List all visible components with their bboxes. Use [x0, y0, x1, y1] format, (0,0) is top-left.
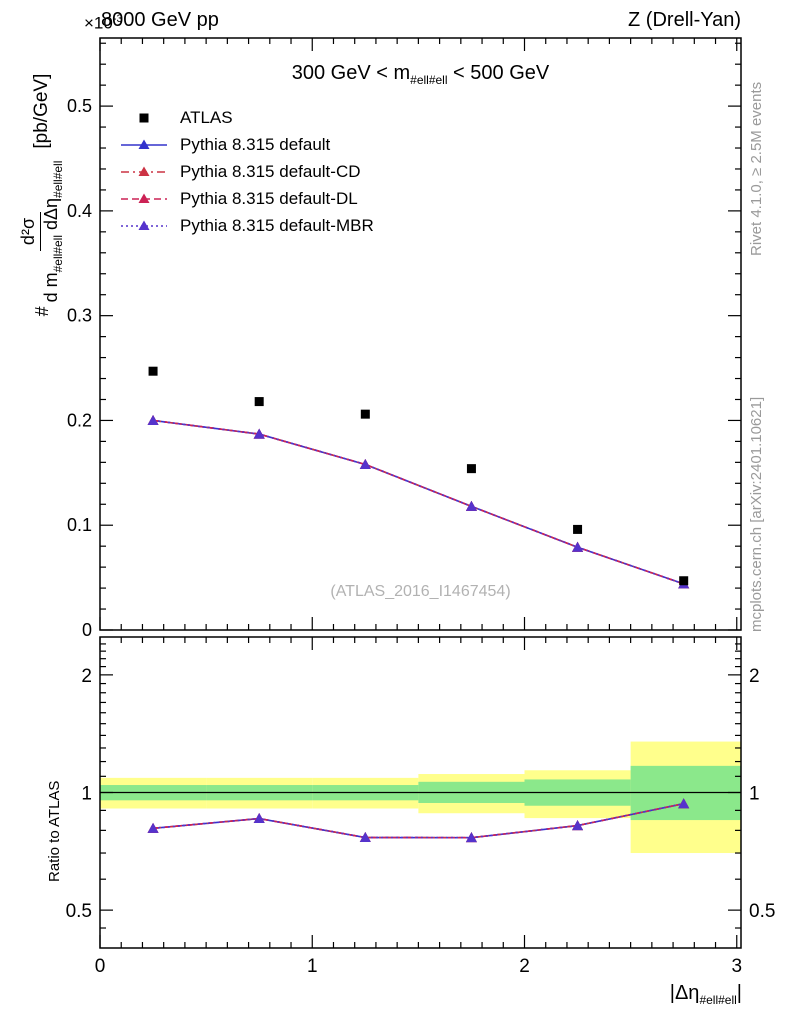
legend-item-default: Pythia 8.315 default — [118, 131, 374, 158]
legend-label: Pythia 8.315 default-DL — [180, 188, 358, 208]
legend-label: Pythia 8.315 default — [180, 134, 331, 154]
ratio-ytick-label-right: 1 — [749, 784, 760, 805]
main-series — [147, 414, 690, 589]
ratio-uncertainty-bands — [100, 741, 741, 854]
panel-title-post: < 500 GeV — [447, 62, 550, 84]
main-ytick-label: 0 — [82, 620, 92, 640]
mcplots-arxiv-label: mcplots.cern.ch [arXiv:2401.10621] — [748, 396, 765, 632]
legend-item-default-dl: Pythia 8.315 default-DL — [118, 185, 374, 212]
legend-item-default-cd: Pythia 8.315 default-CD — [118, 158, 374, 185]
ratio-ytick-label-right: 0.5 — [749, 901, 775, 922]
purple-dotted-triangle-marker-icon — [118, 218, 170, 234]
y-axis-label: # d²σ d m#ell#ell dΔη#ell#ell [pb/GeV] — [12, 25, 72, 365]
main-ytick-label: 0.5 — [67, 96, 92, 116]
y-axis-numerator: d²σ — [18, 211, 41, 252]
main-frame — [99, 37, 742, 631]
main-ytick-label: 0.3 — [67, 306, 92, 326]
legend-label: Pythia 8.315 default-MBR — [180, 215, 374, 235]
xtick-label: 0 — [95, 956, 106, 977]
ratio-ytick-label-left: 0.5 — [66, 901, 92, 922]
xtick-label: 3 — [731, 956, 742, 977]
process-title: Z (Drell-Yan) — [628, 9, 741, 31]
ratio-ytick-label-left: 2 — [81, 666, 92, 687]
legend-item-atlas: ATLAS — [118, 104, 374, 131]
main-ytick-label: 0.2 — [67, 410, 92, 430]
rivet-version-label: Rivet 4.1.0, ≥ 2.5M events — [748, 81, 765, 256]
y-axis-units: [pb/GeV] — [31, 73, 52, 149]
atlas-square-marker-icon — [118, 110, 170, 126]
atlas-data-points — [148, 366, 689, 586]
red-dashed-triangle-marker-icon — [118, 191, 170, 207]
legend-label: Pythia 8.315 default-CD — [180, 161, 361, 181]
beam-energy-label: 8000 GeV pp — [101, 9, 219, 31]
xtick-label: 2 — [519, 956, 530, 977]
main-ytick-label: 0.4 — [67, 201, 92, 221]
ratio-series — [147, 798, 690, 843]
main-ytick-label: 0.1 — [67, 515, 92, 535]
ratio-ytick-label-left: 1 — [81, 784, 92, 805]
red-dashdot-triangle-marker-icon — [118, 164, 170, 180]
axis-multiplier: ×10-3 — [84, 13, 123, 33]
blue-line-triangle-marker-icon — [118, 137, 170, 153]
panel-title-sub: #ell#ell — [410, 73, 448, 87]
legend: ATLAS Pythia 8.315 default Pythia 8.315 … — [118, 104, 374, 239]
axis-ticks — [99, 38, 741, 948]
ratio-ytick-label-right: 2 — [749, 666, 760, 687]
y-axis-denominator: d m#ell#ell dΔη#ell#ell — [40, 160, 65, 303]
ratio-axis-label: Ratio to ATLAS — [46, 780, 63, 882]
tick-labels: 0 0.1 0.2 0.3 0.4 0.5 0 1 2 3 0.5 0.5 1 1 2 2 — [66, 96, 776, 977]
x-axis-label: |Δη#ell#ell| — [669, 982, 742, 1007]
panel-title-pre: 300 GeV < m — [291, 62, 411, 84]
legend-item-default-mbr: Pythia 8.315 default-MBR — [118, 212, 374, 239]
xtick-label: 1 — [307, 956, 318, 977]
panel-title: 300 GeV < m#ell#ell < 500 GeV — [100, 62, 741, 87]
legend-label: ATLAS — [180, 107, 233, 127]
y-axis-label-prefix: # — [31, 306, 52, 317]
y-axis-fraction: d²σ d m#ell#ell dΔη#ell#ell — [18, 160, 65, 303]
analysis-watermark: (ATLAS_2016_I1467454) — [330, 583, 511, 600]
